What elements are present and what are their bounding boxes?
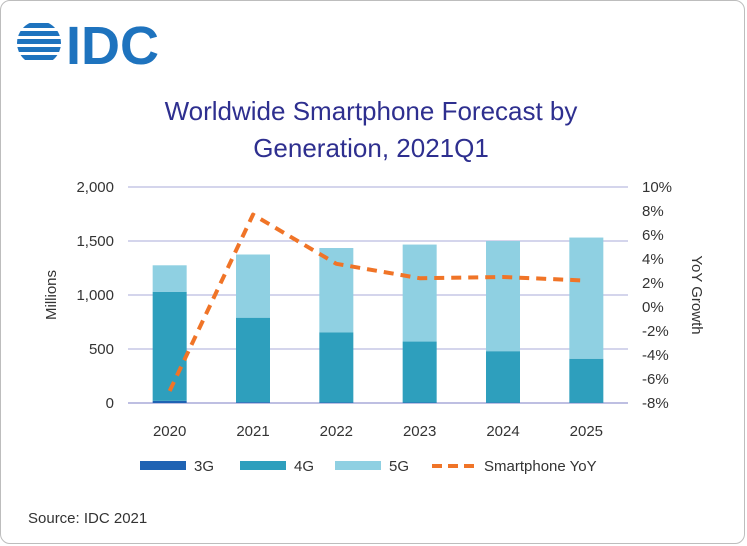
bar-4g-2020	[152, 291, 187, 401]
y2-tick-label: -8%	[642, 395, 669, 412]
y2-tick-label: -2%	[642, 323, 669, 340]
legend-swatch-3g	[140, 461, 186, 470]
source-note: Source: IDC 2021	[28, 510, 147, 527]
x-tick-label: 2023	[403, 423, 436, 440]
legend-label-5g: 5G	[389, 458, 409, 475]
bar-5g-2023	[402, 244, 437, 342]
y-tick-label: 2,000	[76, 179, 114, 196]
bar-5g-2020	[152, 265, 187, 292]
logo-wordmark: IDC	[66, 16, 159, 76]
y-tick-label: 1,000	[76, 287, 114, 304]
y2-tick-label: 2%	[642, 275, 664, 292]
y2-tick-label: 0%	[642, 299, 664, 316]
legend-label-4g: 4G	[294, 458, 314, 475]
x-axis-tick-labels: 2020 2021 2022 2023 2024 2025	[153, 423, 603, 440]
bar-5g-2021	[236, 254, 270, 318]
x-tick-label: 2022	[320, 423, 353, 440]
legend-label-yoy: Smartphone YoY	[484, 458, 597, 475]
smartphone-yoy-line	[167, 212, 587, 392]
x-tick-label: 2025	[570, 423, 603, 440]
chart-title-line-2: Generation, 2021Q1	[253, 133, 489, 163]
bar-5g-2022	[319, 248, 354, 333]
legend-swatch-4g	[240, 461, 286, 470]
y2-tick-label: -4%	[642, 347, 669, 364]
globe-icon	[17, 23, 61, 60]
y2-tick-label: 4%	[642, 251, 664, 268]
y-tick-label: 1,500	[76, 233, 114, 250]
bar-series	[152, 237, 604, 403]
legend-label-3g: 3G	[194, 458, 214, 475]
y2-tick-label: -6%	[642, 371, 669, 388]
chart-title-line-1: Worldwide Smartphone Forecast by	[165, 96, 578, 126]
legend-swatch-5g	[335, 461, 381, 470]
x-tick-label: 2024	[486, 423, 519, 440]
y-tick-label: 0	[106, 395, 114, 412]
y-tick-label: 500	[89, 341, 114, 358]
bar-3g-2021	[236, 402, 270, 403]
bar-4g-2024	[486, 351, 520, 403]
y-axis-title: Millions	[43, 270, 60, 320]
bar-4g-2022	[319, 332, 354, 403]
bar-4g-2025	[569, 358, 604, 403]
x-tick-label: 2020	[153, 423, 186, 440]
gridlines	[128, 186, 628, 404]
y2-tick-label: 6%	[642, 227, 664, 244]
legend: 3G 4G 5G Smartphone YoY	[140, 458, 597, 475]
y2-tick-label: 8%	[642, 203, 664, 220]
bar-4g-2023	[402, 341, 437, 403]
bar-5g-2025	[569, 237, 604, 359]
y2-axis-tick-labels: 10% 8% 6% 4% 2% 0% -2% -4% -6% -8%	[642, 179, 672, 412]
y2-axis-title: YoY Growth	[688, 255, 705, 334]
bar-4g-2021	[236, 317, 270, 403]
bar-3g-2022	[319, 402, 354, 403]
idc-logo: IDC	[17, 16, 159, 76]
bar-5g-2024	[486, 241, 520, 352]
bar-3g-2020	[152, 400, 187, 403]
y2-tick-label: 10%	[642, 179, 672, 196]
y-axis-tick-labels: 0 500 1,000 1,500 2,000	[76, 179, 114, 412]
x-tick-label: 2021	[236, 423, 269, 440]
yoy-line-series	[167, 212, 587, 392]
